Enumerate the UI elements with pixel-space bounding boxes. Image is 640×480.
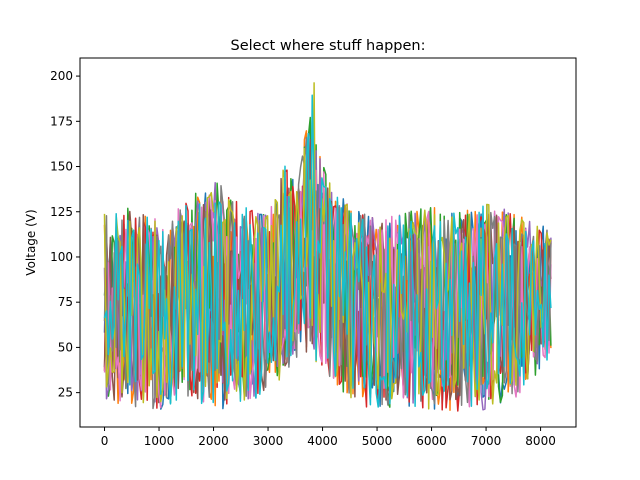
plot-frame [79,57,577,428]
y-tick-label: 150 [50,160,73,174]
x-tick-label: 4000 [307,434,338,448]
series-layer [103,82,552,412]
y-tick-label: 25 [58,386,73,400]
series-line [103,94,552,408]
y-tick-label: 75 [58,295,73,309]
y-tick-label: 100 [50,250,73,264]
y-axis: 25 50 75 100 125 150 175 200 [50,69,80,400]
y-axis-label: Voltage (V) [24,209,38,275]
x-tick-label: 6000 [416,434,447,448]
x-tick-label: 3000 [253,434,284,448]
x-tick-label: 2000 [198,434,229,448]
series-line [103,138,552,404]
x-tick-label: 1000 [144,434,175,448]
y-tick-label: 50 [58,340,73,354]
y-tick-label: 175 [50,114,73,128]
x-axis: 0 1000 2000 3000 4000 5000 6000 7000 8000 [101,427,556,448]
y-tick-label: 125 [50,205,73,219]
y-tick-label: 200 [50,69,73,83]
x-tick-label: 5000 [362,434,393,448]
x-tick-label: 0 [101,434,109,448]
x-tick-label: 7000 [471,434,502,448]
x-tick-label: 8000 [525,434,556,448]
chart-title: Select where stuff happen: [231,38,426,54]
